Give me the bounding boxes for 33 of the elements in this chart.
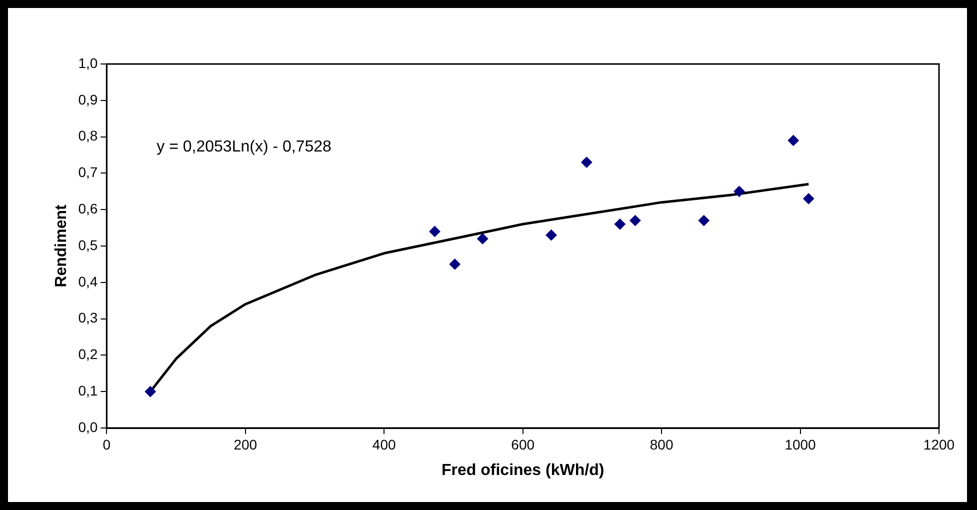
point xyxy=(477,233,488,244)
y-tick-label: 0,4 xyxy=(78,273,98,290)
point xyxy=(698,215,710,226)
x-tick-label: 400 xyxy=(372,436,396,452)
annotation: y = 0,2053Ln(x) - 0,7528 xyxy=(156,138,332,156)
x-tick-label: 1000 xyxy=(784,436,816,452)
point xyxy=(581,156,592,168)
y-tick-label: 0,0 xyxy=(78,418,98,435)
x-tick-label: 1200 xyxy=(923,436,955,452)
y-tick-label: 0,3 xyxy=(78,310,98,326)
x-tick-label: 600 xyxy=(511,436,535,452)
y-tick-label: 0,8 xyxy=(78,128,98,144)
y-tick-label: 0,6 xyxy=(78,200,98,216)
y-tick-label: 0,2 xyxy=(78,346,98,362)
y-tick-label: 0,5 xyxy=(78,236,98,253)
y-tick-label: 0,1 xyxy=(78,382,98,398)
y-tick-label: 1,0 xyxy=(78,54,98,71)
point xyxy=(614,218,626,230)
point xyxy=(144,386,156,398)
point xyxy=(803,193,814,204)
x-tick-label: 200 xyxy=(234,436,258,452)
point xyxy=(449,258,460,270)
x-axis-title: Fred oficines (kWh/d) xyxy=(441,462,604,479)
y-tick-label: 0,9 xyxy=(78,91,98,108)
x-tick-label: 800 xyxy=(650,436,674,452)
point xyxy=(788,134,799,146)
x-tick-label: 0 xyxy=(102,436,111,452)
point xyxy=(734,186,745,197)
point xyxy=(429,226,440,237)
y-axis-title: Rendiment xyxy=(53,204,70,288)
y-tick-label: 0,7 xyxy=(78,164,98,180)
point xyxy=(546,230,557,241)
point xyxy=(630,215,641,226)
